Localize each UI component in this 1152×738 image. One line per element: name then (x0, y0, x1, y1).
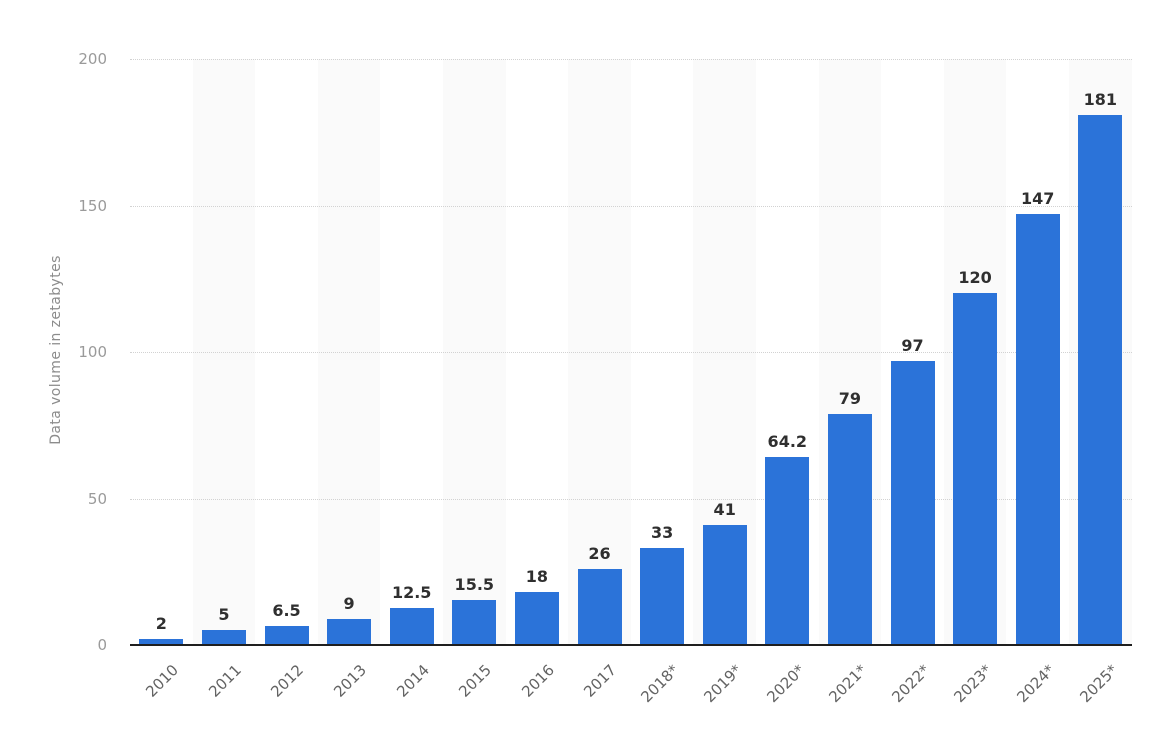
x-axis-tick-label: 2025* (1076, 661, 1122, 707)
bar-value-label: 5 (218, 605, 230, 625)
x-axis-tick-label: 2022* (888, 661, 934, 707)
bar-2018*[interactable] (640, 548, 685, 645)
gridline (130, 352, 1132, 353)
x-axis-tick-label: 2017 (580, 661, 621, 701)
bar-value-label: 120 (958, 268, 992, 288)
x-axis-tick-label: 2020* (763, 661, 809, 707)
bar-2024*[interactable] (1015, 214, 1060, 645)
bar-value-label: 33 (650, 523, 674, 543)
bar-value-label: 41 (713, 499, 736, 519)
x-axis-tick-label: 2024* (1013, 661, 1059, 707)
x-axis-tick-label: 2015 (455, 661, 496, 701)
bar-value-label: 6.5 (272, 600, 301, 620)
column-band (568, 59, 631, 644)
bar-2017[interactable] (577, 568, 622, 645)
y-axis-tick-label: 0 (97, 636, 107, 654)
y-axis-tick-label: 50 (87, 489, 107, 508)
bar-2022*[interactable] (890, 360, 935, 645)
bar-2014[interactable] (389, 608, 434, 645)
bar-value-label: 147 (1020, 189, 1055, 209)
bar-2013[interactable] (327, 618, 372, 645)
bar-value-label: 15.5 (454, 574, 495, 594)
column-band (317, 59, 381, 644)
bar-value-label: 18 (525, 567, 549, 587)
gridline (130, 59, 1132, 60)
y-axis-tick-label: 200 (78, 50, 107, 68)
bar-value-label: 2 (155, 614, 167, 634)
gridline (130, 205, 1132, 207)
bar-2011[interactable] (201, 630, 246, 645)
bar-value-label: 12.5 (391, 583, 432, 603)
bar-value-label: 9 (343, 593, 355, 613)
bar-2016[interactable] (514, 592, 559, 645)
bar-value-label: 181 (1083, 89, 1117, 109)
column-band (443, 59, 506, 644)
bar-value-label: 97 (901, 335, 924, 355)
x-axis-tick-label: 2023* (950, 661, 996, 707)
bar-2023*[interactable] (953, 293, 998, 645)
x-axis-tick-label: 2018* (637, 661, 683, 707)
x-axis-line (130, 644, 1132, 646)
x-axis-tick-label: 2012 (267, 661, 308, 701)
bar-2010[interactable] (139, 639, 184, 645)
bar-value-label: 26 (588, 543, 611, 563)
bar-2012[interactable] (264, 625, 309, 645)
bar-value-label: 64.2 (767, 431, 808, 451)
x-axis-tick-label: 2021* (825, 661, 871, 707)
bar-2020*[interactable] (765, 456, 810, 645)
x-axis-tick-label: 2016 (517, 661, 558, 701)
column-band (192, 59, 256, 644)
bar-value-label: 79 (838, 388, 862, 408)
bar-2019*[interactable] (702, 524, 747, 645)
bar-2021*[interactable] (827, 413, 872, 645)
gridline (130, 498, 1132, 500)
y-axis-tick-label: 100 (78, 343, 107, 361)
x-axis-tick-label: 2011 (204, 661, 245, 701)
x-axis-tick-label: 2010 (142, 661, 183, 701)
x-axis-tick-label: 2013 (330, 661, 370, 701)
x-axis-tick-label: 2014 (392, 661, 433, 701)
x-axis-tick-label: 2019* (700, 661, 746, 707)
bar-2015[interactable] (452, 599, 497, 645)
y-axis-tick-label: 150 (78, 196, 107, 215)
bar-2025*[interactable] (1078, 114, 1123, 645)
